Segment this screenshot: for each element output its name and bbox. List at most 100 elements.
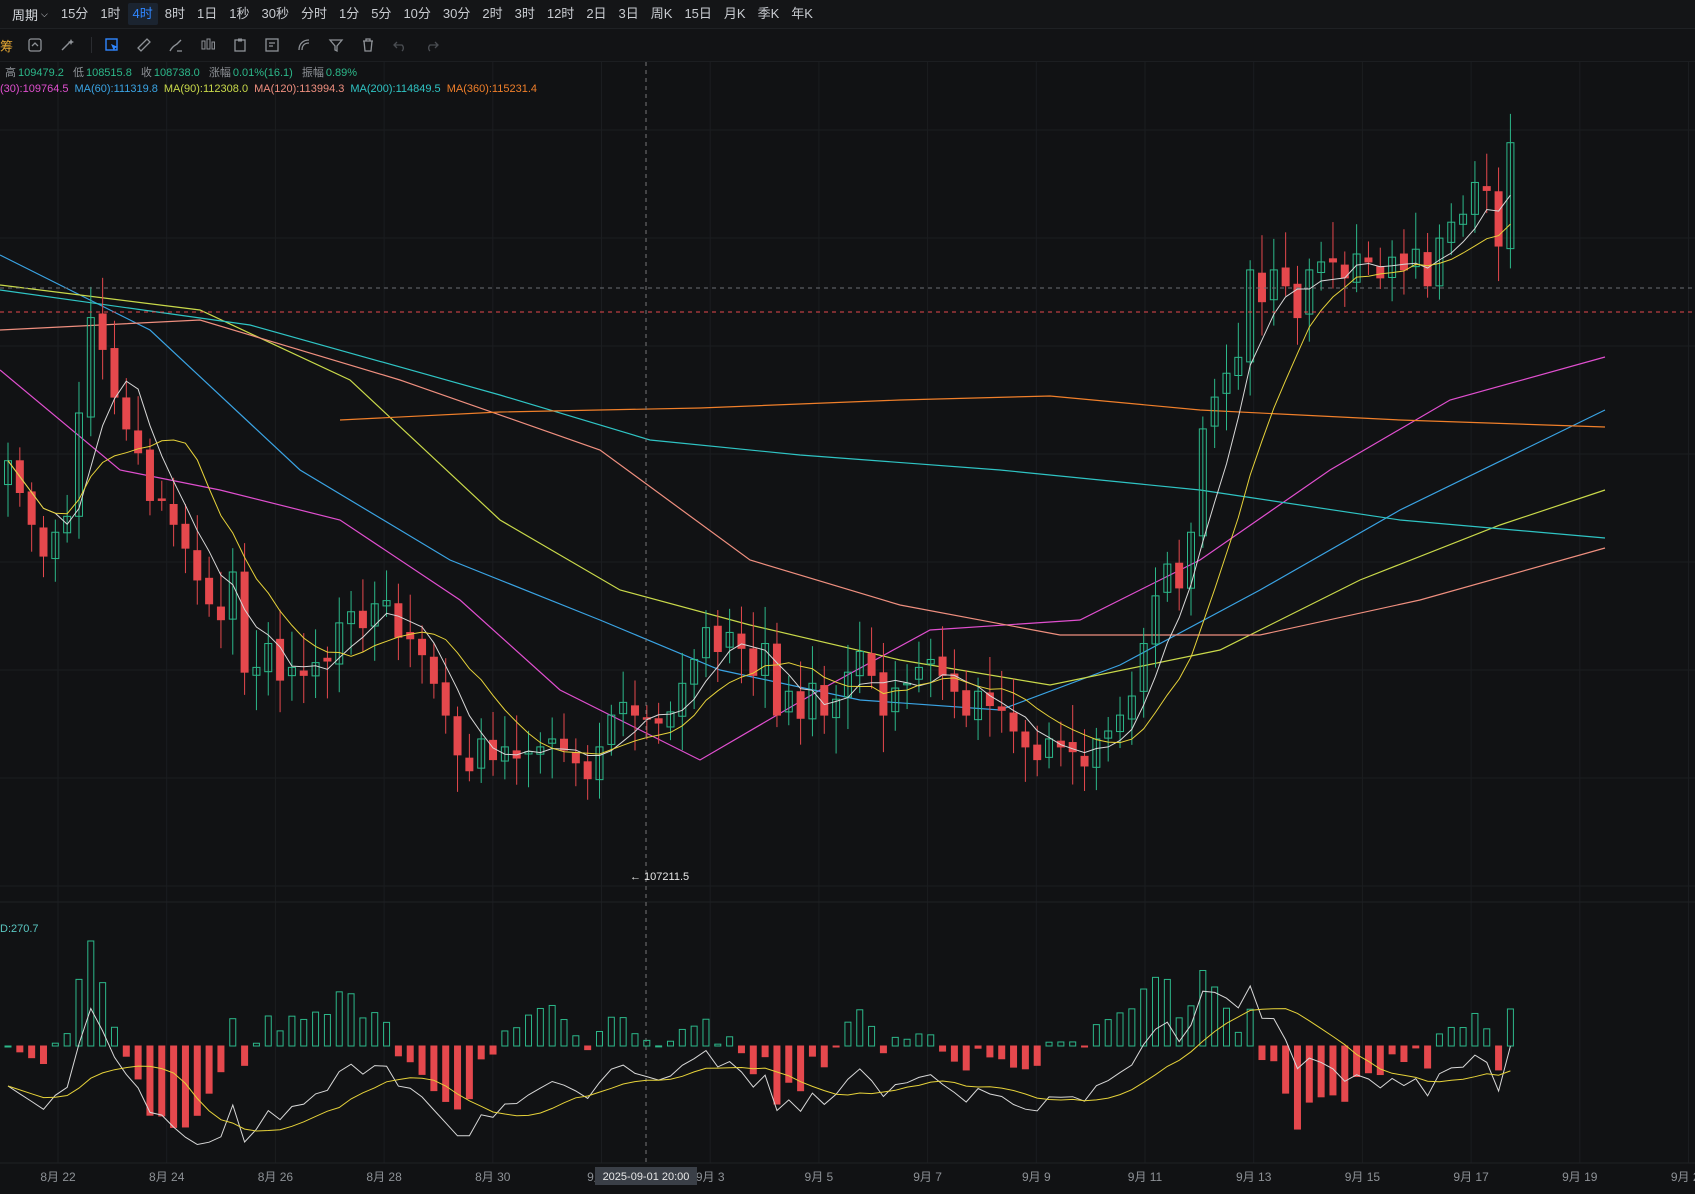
macd-bar [903,1038,911,1047]
clipboard-icon[interactable] [232,37,248,53]
macd-bar [193,1045,201,1116]
ma-short-yellow [7,223,1511,755]
macd-bar [335,991,343,1047]
candle [74,412,83,517]
close-value: 108738.0 [153,67,200,79]
candle [1376,266,1385,279]
crosshair-time-bg [595,1167,697,1185]
timeframe-2[interactable]: 4时 [127,3,158,25]
candle [619,701,628,715]
candle [134,430,143,454]
magic-wand-icon[interactable] [59,37,75,53]
high-label: 高 [5,67,16,79]
macd-bar [39,1045,47,1065]
timeframe-3[interactable]: 8时 [164,6,186,21]
candle [678,682,687,717]
timeframe-15[interactable]: 2日 [586,6,607,21]
candle [1163,563,1172,593]
candle [914,666,923,680]
timeframe-21[interactable]: 年K [791,6,813,21]
redo-icon[interactable] [424,37,440,53]
macd-bar [1459,1027,1467,1047]
macd-bar [1447,1026,1455,1047]
candle [1281,267,1290,287]
timeframe-11[interactable]: 30分 [442,6,471,21]
macd-bar [75,978,83,1047]
candle [311,662,320,677]
chips-indicator-label[interactable]: 筹 [0,38,14,54]
sync-icon[interactable] [27,37,43,53]
candle [1175,562,1184,589]
timeframe-6[interactable]: 30秒 [261,6,289,21]
candle [1494,191,1503,247]
timeframe-8[interactable]: 1分 [338,6,360,21]
ma-line-0 [0,356,1606,761]
macd-bar [1104,1019,1112,1047]
macd-bar [430,1045,438,1092]
candle [39,527,48,557]
candle [1234,356,1243,376]
timeframe-5[interactable]: 1秒 [229,6,250,21]
candles-icon[interactable] [200,37,216,53]
macd-bar [737,1045,745,1054]
macd-bar [229,1018,237,1047]
candle [145,449,154,501]
timeframe-16[interactable]: 3日 [618,6,639,21]
macd-bar [1270,1045,1278,1062]
ma-short-white [7,194,1511,756]
timeframe-17[interactable]: 周K [650,6,673,21]
candle [1222,372,1231,394]
candle [181,523,190,549]
cursor-select-icon[interactable] [104,37,120,53]
ruler-icon[interactable] [136,37,152,53]
timeframe-19[interactable]: 月K [723,6,746,21]
timeframe-20[interactable]: 季K [757,6,780,21]
timeframe-12[interactable]: 2时 [482,6,503,21]
macd-bar [1317,1045,1325,1098]
ma-line-4 [0,289,1606,539]
candle [950,673,959,692]
macd-bar [217,1045,225,1073]
candle [51,531,60,560]
macd-bar [1246,1008,1254,1047]
ma-legend-item: (30):109764.5 [0,83,69,95]
candle [1293,283,1302,319]
candle [157,498,166,501]
macd-bar [288,1015,296,1047]
undo-icon[interactable] [392,37,408,53]
candle [110,348,119,398]
trash-icon[interactable] [360,37,376,53]
macd-bar [548,1004,556,1047]
macd-bar [998,1045,1006,1060]
period-selector[interactable]: 周期 ⌵ [0,5,52,24]
macd-bar [773,1045,781,1105]
macd-bar [596,1031,603,1047]
macd-label: D:270.7 [0,923,39,935]
timeframe-9[interactable]: 5分 [371,6,392,21]
macd-bar [1092,1024,1100,1047]
x-tick-label: 8月 24 [149,1170,185,1184]
fibonacci-icon[interactable] [296,37,312,53]
candle [1411,248,1420,268]
timeframe-13[interactable]: 3时 [514,6,535,21]
ma-legend-item: MA(120):113994.3 [254,83,345,95]
filter-icon[interactable] [328,37,344,53]
macd-bar [1495,1045,1503,1071]
change-label: 涨幅 [208,67,231,79]
candle [1139,643,1148,692]
candle [1092,738,1101,768]
candle [1352,253,1361,283]
timeframe-0[interactable]: 15分 [60,6,89,21]
macd-bar [465,1045,473,1100]
text-note-icon[interactable] [264,37,280,53]
timeframe-4[interactable]: 1日 [197,6,218,21]
timeframe-14[interactable]: 12时 [546,6,575,21]
timeframe-10[interactable]: 10分 [403,6,431,21]
timeframe-18[interactable]: 15日 [684,6,712,21]
timeframe-1[interactable]: 1时 [100,6,121,21]
candle [583,761,592,780]
brush-icon[interactable] [168,37,184,53]
timeframe-7[interactable]: 分时 [300,6,327,21]
candle [1459,213,1468,225]
